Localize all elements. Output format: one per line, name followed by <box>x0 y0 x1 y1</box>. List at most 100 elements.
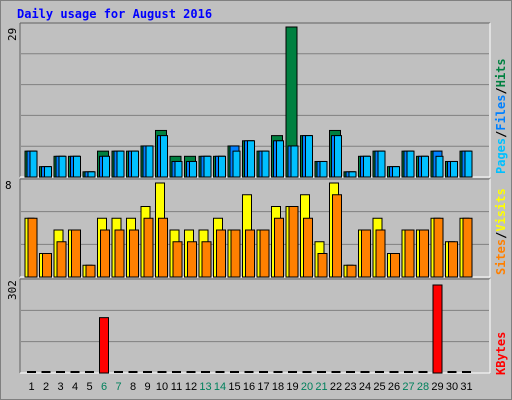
x-tick-label: 16 <box>242 381 256 393</box>
x-tick-label: 11 <box>170 381 183 393</box>
x-tick-label: 9 <box>144 381 151 393</box>
bar-sites-day-2 <box>42 253 52 278</box>
bar-sites-day-10 <box>158 217 168 278</box>
bar-pages-day-7 <box>116 150 125 178</box>
x-tick-label: 15 <box>228 381 241 393</box>
bar-kbytes-day-3 <box>56 371 65 373</box>
x-tick-label: 24 <box>358 381 372 393</box>
x-tick-label: 5 <box>86 381 93 393</box>
bar-kbytes-day-26 <box>389 371 399 373</box>
x-tick-label: 27 <box>402 381 415 393</box>
bar-kbytes-day-20 <box>302 371 312 373</box>
bar-kbytes-day-15 <box>230 371 239 373</box>
bar-kbytes-day-22 <box>331 371 341 373</box>
bar-sites-day-30 <box>448 241 458 278</box>
x-tick-label: 2 <box>42 381 50 393</box>
bar-sites-day-8 <box>129 229 139 278</box>
bar-kbytes-day-5 <box>85 371 94 373</box>
x-tick-label: 7 <box>115 381 122 393</box>
bar-kbytes-day-21 <box>317 371 326 373</box>
x-tick-label: 23 <box>344 381 357 393</box>
bar-pages-day-12 <box>189 160 197 178</box>
bar-pages-day-10 <box>160 135 168 178</box>
x-tick-label: 8 <box>129 381 137 393</box>
bar-kbytes-day-10 <box>157 371 167 373</box>
bar-kbytes-day-2 <box>41 371 51 373</box>
bar-kbytes-day-25 <box>375 371 384 373</box>
bar-sites-day-19 <box>288 206 299 278</box>
bar-sites-day-7 <box>114 229 125 278</box>
bar-sites-day-13 <box>201 241 212 278</box>
x-tick-label: 19 <box>286 381 299 393</box>
bar-pages-day-8 <box>131 150 139 178</box>
bar-sites-day-14 <box>216 229 226 278</box>
bar-sites-day-20 <box>303 217 313 278</box>
bar-sites-day-15 <box>230 229 241 278</box>
bar-pages-day-24 <box>363 155 371 178</box>
bar-pages-day-16 <box>247 140 255 178</box>
bar-pages-day-26 <box>392 166 400 178</box>
x-tick-label: 31 <box>460 381 473 393</box>
bar-kbytes-day-29 <box>432 284 443 374</box>
bar-pages-day-2 <box>44 166 52 178</box>
bar-kbytes-day-4 <box>70 371 80 373</box>
x-tick-label: 17 <box>257 381 270 393</box>
bar-kbytes-day-31 <box>462 371 471 373</box>
bar-pages-day-9 <box>145 145 154 178</box>
bar-sites-day-3 <box>56 241 67 278</box>
bar-sites-day-27 <box>404 229 415 278</box>
x-tick-label: 30 <box>445 381 459 393</box>
x-tick-label: 10 <box>155 381 169 393</box>
bar-sites-day-24 <box>361 229 371 278</box>
bar-pages-day-30 <box>450 160 458 178</box>
bar-kbytes-day-19 <box>288 371 297 373</box>
bar-pages-day-1 <box>29 150 38 178</box>
chart-title: Daily usage for August 2016 <box>17 7 213 21</box>
bar-pages-day-5 <box>87 171 96 178</box>
bar-kbytes-day-24 <box>360 371 370 373</box>
bar-sites-day-17 <box>259 229 270 278</box>
bar-pages-day-21 <box>319 160 328 178</box>
x-tick-label: 29 <box>431 381 444 393</box>
bar-pages-day-17 <box>261 150 270 178</box>
x-tick-label: 18 <box>271 381 285 393</box>
x-tick-label: 13 <box>199 381 212 393</box>
x-tick-label: 14 <box>213 381 227 393</box>
x-tick-label: 20 <box>300 381 314 393</box>
bar-kbytes-day-11 <box>172 371 181 373</box>
bar-sites-day-5 <box>85 264 96 278</box>
bar-kbytes-day-30 <box>447 371 457 373</box>
x-tick-label: 28 <box>416 381 430 393</box>
bar-pages-day-6 <box>102 155 110 178</box>
bar-pages-day-27 <box>406 150 415 178</box>
bar-kbytes-day-18 <box>273 371 283 373</box>
bar-pages-day-29 <box>435 155 444 178</box>
bar-kbytes-day-9 <box>143 371 152 373</box>
bar-sites-day-21 <box>317 253 328 278</box>
bar-kbytes-day-16 <box>244 371 254 373</box>
bar-kbytes-day-27 <box>404 371 413 373</box>
bar-kbytes-day-23 <box>346 371 355 373</box>
bar-kbytes-day-17 <box>259 371 268 373</box>
bar-pages-day-22 <box>334 135 342 178</box>
bar-pages-day-4 <box>73 155 81 178</box>
x-tick-label: 1 <box>28 381 35 393</box>
bar-sites-day-18 <box>274 217 284 278</box>
x-tick-label: 25 <box>373 381 386 393</box>
bar-pages-day-14 <box>218 155 226 178</box>
bar-sites-day-1 <box>27 217 38 278</box>
bar-sites-day-6 <box>100 229 110 278</box>
bar-kbytes-day-6 <box>99 317 109 374</box>
bar-sites-day-22 <box>332 194 342 278</box>
bar-pages-day-3 <box>58 155 67 178</box>
y-max-label-middle: 8 <box>5 179 12 192</box>
bar-sites-day-11 <box>172 241 183 278</box>
bar-pages-day-20 <box>305 135 313 178</box>
x-tick-label: 6 <box>100 381 108 393</box>
bar-pages-day-28 <box>421 155 429 178</box>
bar-pages-day-13 <box>203 155 212 178</box>
x-tick-label: 3 <box>57 381 64 393</box>
bar-sites-day-26 <box>390 253 400 278</box>
bar-kbytes-day-13 <box>201 371 210 373</box>
x-tick-label: 12 <box>184 381 198 393</box>
